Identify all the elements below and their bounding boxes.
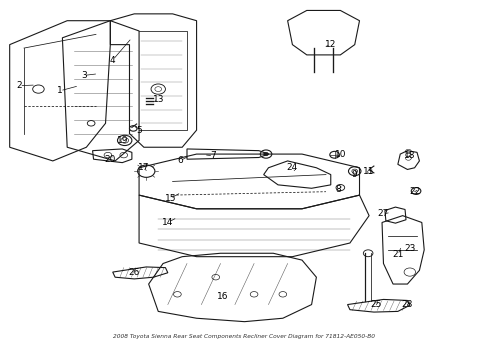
Text: 1: 1 (57, 86, 63, 95)
Text: 14: 14 (162, 218, 173, 227)
Text: 6: 6 (177, 156, 183, 166)
Text: 20: 20 (104, 155, 116, 164)
Text: 22: 22 (408, 187, 419, 196)
Text: 2008 Toyota Sienna Rear Seat Components Recliner Cover Diagram for 71812-AE050-B: 2008 Toyota Sienna Rear Seat Components … (113, 334, 375, 339)
Text: 12: 12 (325, 40, 336, 49)
Text: 15: 15 (164, 194, 176, 203)
Text: 23: 23 (403, 244, 415, 253)
Text: 7: 7 (210, 151, 216, 160)
Text: 8: 8 (334, 185, 340, 194)
Text: 9: 9 (351, 170, 357, 179)
Text: 19: 19 (116, 136, 128, 145)
Text: 24: 24 (286, 163, 298, 172)
Text: 18: 18 (403, 151, 415, 160)
Text: 16: 16 (217, 292, 228, 301)
Text: 5: 5 (136, 126, 142, 135)
Text: 3: 3 (81, 71, 87, 80)
Circle shape (263, 152, 268, 156)
Text: 11: 11 (363, 167, 374, 176)
Text: 25: 25 (370, 300, 381, 309)
Text: 4: 4 (110, 55, 115, 64)
Text: 17: 17 (138, 163, 149, 172)
Text: 13: 13 (152, 95, 163, 104)
Text: 27: 27 (377, 210, 388, 219)
Text: 26: 26 (128, 267, 140, 276)
Text: 2: 2 (17, 81, 22, 90)
Text: 10: 10 (334, 150, 346, 158)
Text: 28: 28 (401, 300, 412, 309)
Text: 21: 21 (391, 251, 403, 260)
